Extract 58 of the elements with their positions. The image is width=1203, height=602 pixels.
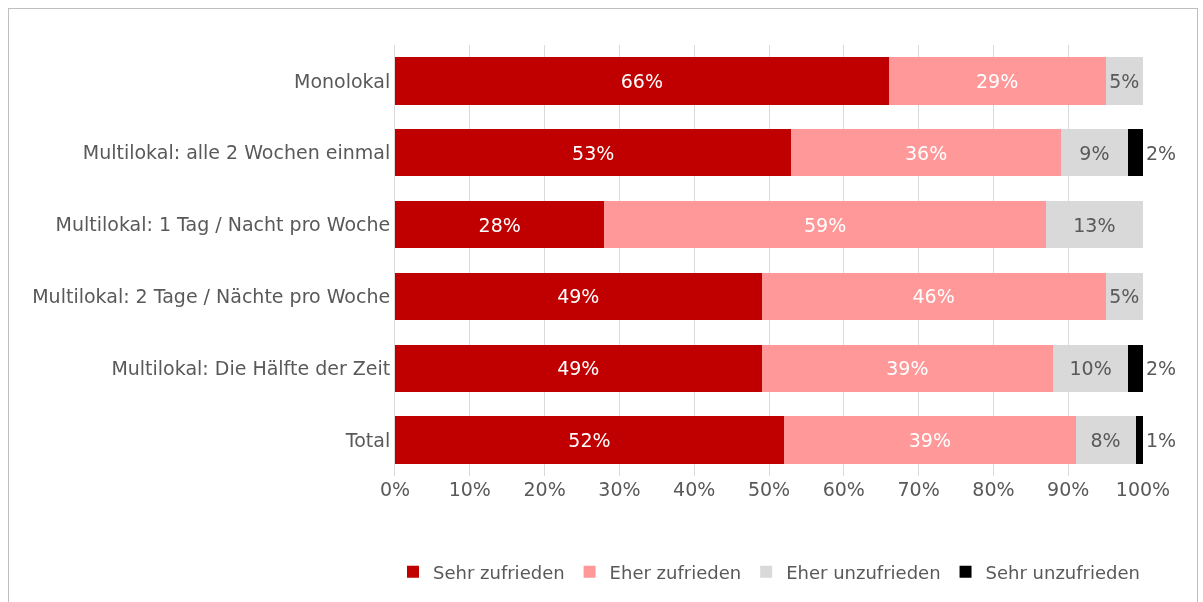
data-label: 5% (1109, 69, 1140, 92)
data-label: 52% (568, 429, 611, 452)
bar (761, 344, 1054, 392)
y-tick-label: Multilokal: Die Hälfte der Zeit (111, 356, 391, 379)
bar (395, 272, 762, 321)
bar (761, 272, 1106, 321)
bar (604, 200, 1046, 249)
x-tick-label: 90% (1047, 478, 1090, 500)
data-label: 8% (1090, 429, 1121, 452)
x-tick-label: 80% (972, 478, 1015, 500)
data-label: 28% (478, 213, 521, 236)
legend-label: Sehr unzufrieden (985, 561, 1140, 583)
x-tick-label: 60% (822, 478, 865, 500)
bar (1075, 416, 1136, 464)
y-tick-label: Monolokal (294, 69, 391, 92)
bar (1128, 129, 1143, 177)
data-label: 2% (1146, 141, 1177, 164)
data-label: 2% (1146, 357, 1177, 380)
x-tick-label: 30% (598, 478, 641, 500)
x-tick-label: 20% (523, 478, 566, 500)
bar (395, 344, 762, 392)
data-label: 9% (1079, 141, 1110, 164)
bar (1128, 344, 1143, 392)
x-tick-label: 10% (448, 478, 491, 500)
legend-label: Eher unzufrieden (786, 561, 941, 583)
x-tick-label: 0% (379, 478, 411, 500)
data-label: 36% (904, 141, 948, 164)
y-tick-label: Total (344, 428, 391, 451)
bar (791, 129, 1061, 177)
data-label: 5% (1109, 285, 1140, 308)
data-label: 49% (557, 357, 600, 380)
bar (783, 416, 1076, 464)
bar (1135, 416, 1143, 464)
x-tick-label: 50% (747, 478, 791, 500)
data-label: 53% (572, 141, 615, 164)
y-tick-label: Multilokal: 2 Tage / Nächte pro Woche (32, 285, 391, 308)
bar (888, 57, 1106, 105)
data-label: 1% (1146, 429, 1177, 452)
x-tick-label: 40% (673, 478, 716, 500)
data-label: 39% (908, 429, 951, 452)
data-label: 39% (886, 357, 929, 380)
data-label: 59% (803, 213, 847, 236)
data-label: 46% (912, 285, 955, 308)
data-label: 66% (620, 69, 663, 92)
data-label: 29% (976, 69, 1019, 92)
x-tick-label: 100% (1115, 478, 1171, 500)
bar (395, 57, 889, 105)
data-label: 49% (557, 285, 600, 308)
bar (395, 416, 784, 464)
data-label: 10% (1069, 357, 1112, 380)
x-tick-label: 70% (897, 478, 940, 500)
bar (395, 200, 605, 249)
y-tick-label: Multilokal: alle 2 Wochen einmal (82, 141, 391, 164)
y-tick-label: Multilokal: 1 Tag / Nacht pro Woche (55, 213, 391, 236)
data-label: 13% (1073, 213, 1116, 236)
bar (395, 129, 792, 177)
legend-label: Sehr zufrieden (433, 561, 565, 583)
legend-label: Eher zufrieden (609, 561, 742, 583)
